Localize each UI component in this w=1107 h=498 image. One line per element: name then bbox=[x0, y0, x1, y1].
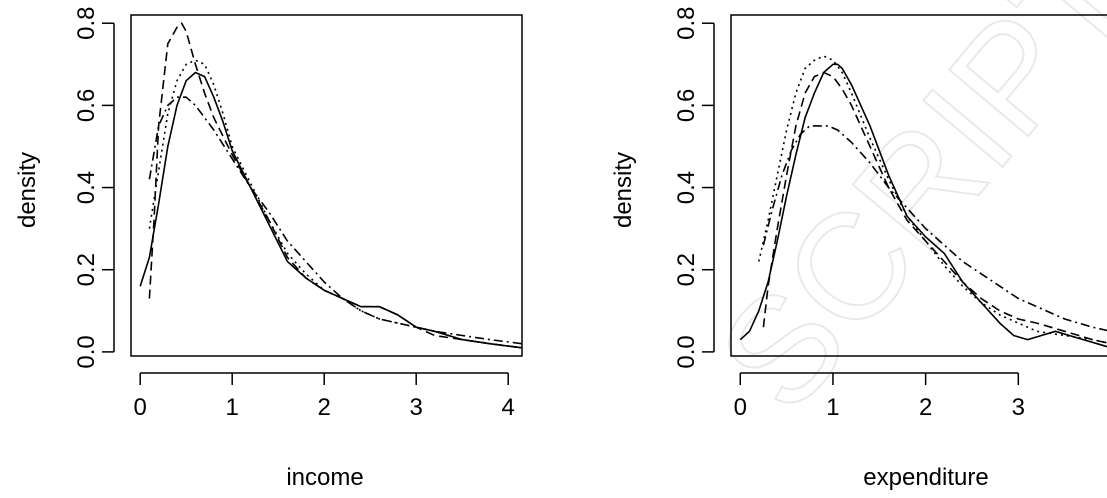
watermark: SCRIPT bbox=[685, 0, 1107, 442]
density-curve-dotted bbox=[758, 55, 1107, 344]
y-tick-label: 0.6 bbox=[73, 89, 100, 122]
x-tick-label: 2 bbox=[318, 394, 331, 421]
x-tick-label: 3 bbox=[1012, 394, 1025, 421]
x-axis: 0 1 2 3 4 bbox=[134, 372, 515, 421]
density-curves bbox=[139, 22, 522, 349]
x-tick-label: 4 bbox=[502, 394, 515, 421]
y-tick-label: 0.4 bbox=[73, 171, 100, 204]
x-tick-label: 0 bbox=[734, 394, 747, 421]
x-tick-label: 3 bbox=[410, 394, 423, 421]
density-curve-solid bbox=[739, 63, 1107, 348]
density-curve-dotted bbox=[148, 59, 522, 349]
x-tick-label: 2 bbox=[919, 394, 932, 421]
expenditure-density-panel: 0.0 0.2 0.4 0.6 0.8 0 1 2 3 density expenditure bbox=[610, 7, 1107, 491]
income-density-panel: 0.0 0.2 0.4 0.6 0.8 0 1 2 3 4 density income bbox=[14, 7, 523, 491]
plot-frame bbox=[730, 14, 1107, 357]
density-curve-dashed bbox=[762, 71, 1107, 344]
density-curve-dashdot bbox=[148, 96, 522, 345]
y-axis-title: density bbox=[14, 152, 41, 228]
y-tick-label: 0.0 bbox=[673, 335, 700, 368]
y-tick-label: 0.6 bbox=[673, 89, 700, 122]
y-axis: 0.0 0.2 0.4 0.6 0.8 bbox=[673, 7, 715, 369]
density-curve-solid bbox=[139, 71, 522, 349]
y-axis-title: density bbox=[610, 152, 637, 228]
y-tick-label: 0.8 bbox=[673, 7, 700, 40]
y-tick-label: 0.4 bbox=[673, 171, 700, 204]
density-curve-dashdot bbox=[762, 125, 1107, 332]
density-curves bbox=[739, 55, 1107, 348]
x-tick-label: 1 bbox=[826, 394, 839, 421]
x-tick-label: 0 bbox=[134, 394, 147, 421]
y-tick-label: 0.2 bbox=[73, 253, 100, 286]
density-curve-dashed bbox=[148, 22, 522, 349]
y-axis: 0.0 0.2 0.4 0.6 0.8 bbox=[73, 7, 115, 369]
x-axis-title: income bbox=[286, 464, 363, 491]
x-axis-title: expenditure bbox=[863, 464, 988, 491]
y-tick-label: 0.8 bbox=[73, 7, 100, 40]
y-tick-label: 0.0 bbox=[73, 335, 100, 368]
x-axis: 0 1 2 3 bbox=[734, 372, 1025, 421]
plot-frame bbox=[130, 14, 523, 357]
watermark-text: SCRIPT bbox=[686, 0, 1107, 441]
x-tick-label: 1 bbox=[226, 394, 239, 421]
y-tick-label: 0.2 bbox=[673, 253, 700, 286]
